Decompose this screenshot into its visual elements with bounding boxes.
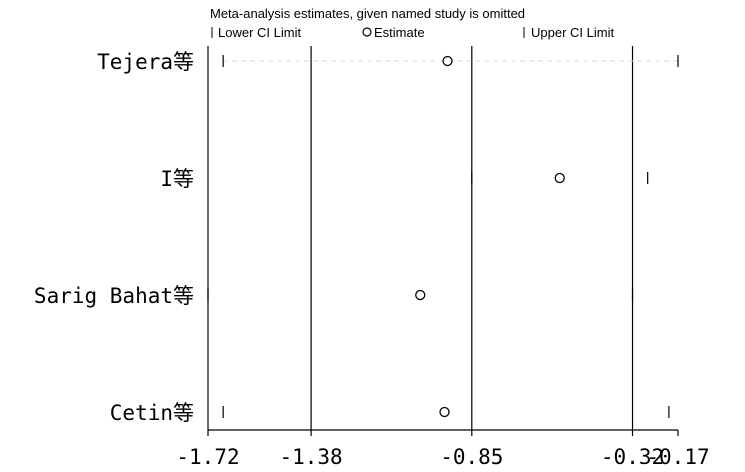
estimate-marker [554,172,565,184]
legend-estimate-symbol [362,27,372,37]
x-tick-label: -0.32 [601,445,664,469]
x-tick-label: -1.38 [279,445,342,469]
estimate-marker [439,406,450,418]
chart-title: Meta-analysis estimates, given named stu… [210,6,525,21]
study-rows: Tejera等 I等 Sarig Bahat等 Cetin等 [34,50,679,425]
legend-label: Upper CI Limit [531,25,614,40]
x-axis: -1.72 -1.38 -0.85 -0.32-0.17 [176,429,710,469]
study-label: I等 [160,167,194,191]
legend: Meta-analysis estimates, given named stu… [210,6,614,40]
legend-label: Lower CI Limit [218,25,301,40]
study-row: Cetin等 [110,401,670,425]
study-row: Sarig Bahat等 [34,284,634,308]
study-label: Cetin等 [110,401,194,425]
estimate-marker [442,55,453,67]
x-tick-label: -0.85 [440,445,503,469]
study-label: Sarig Bahat等 [34,284,194,308]
x-tick-label: -0.17 [646,445,709,469]
legend-label: Estimate [374,25,425,40]
estimate-marker [415,289,426,301]
study-label: Tejera等 [97,50,194,74]
study-row: I等 [160,167,649,191]
study-row: Tejera等 [97,50,679,74]
reference-lines [207,46,634,430]
x-tick-label: -1.72 [176,445,239,469]
